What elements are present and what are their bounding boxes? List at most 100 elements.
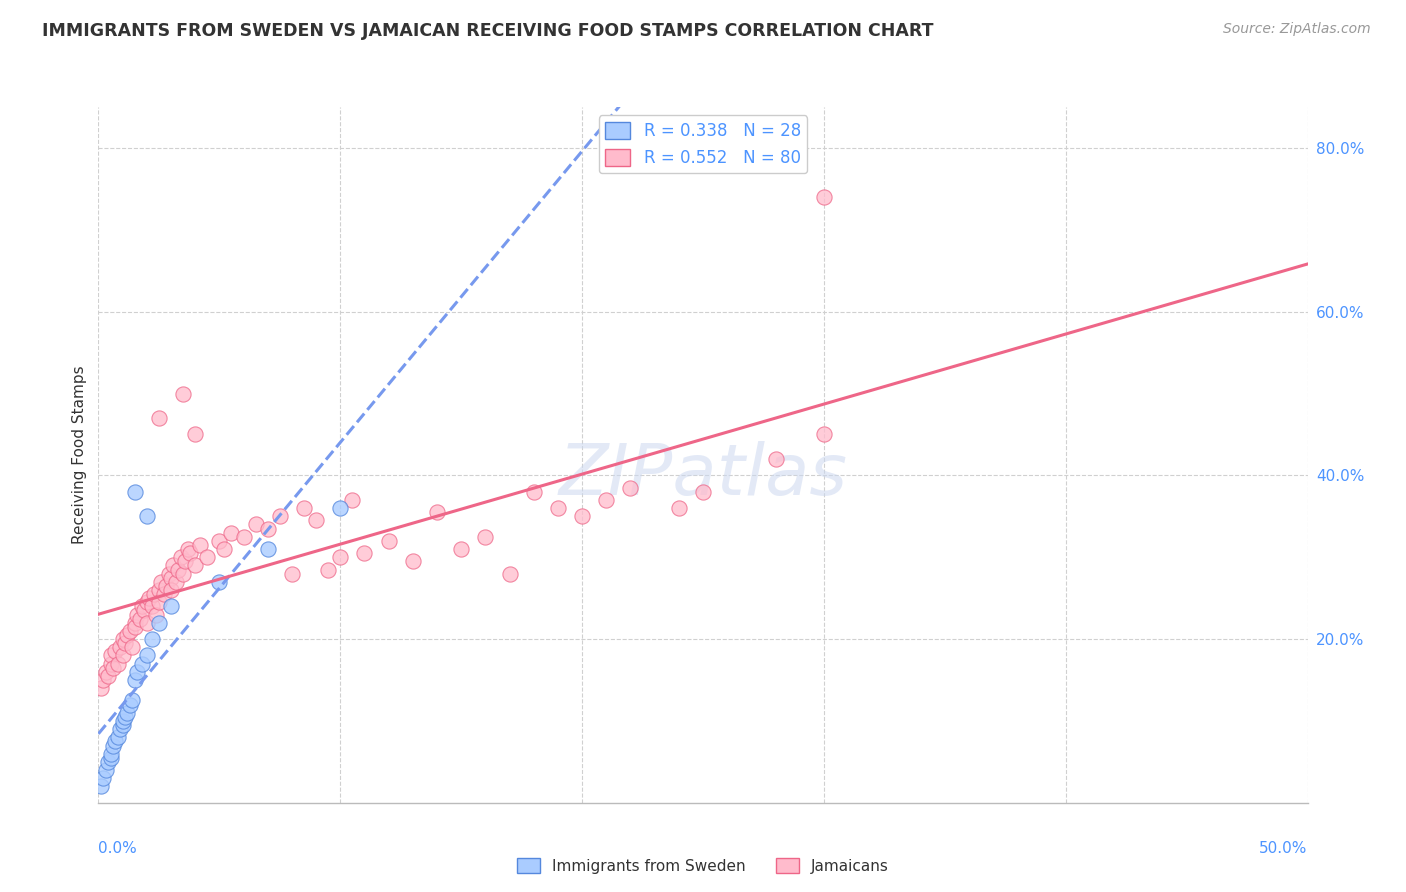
- Point: [167, 562, 190, 576]
- Point: [174, 554, 197, 568]
- Point: [135, 648, 157, 663]
- Point: [131, 657, 153, 671]
- Point: [188, 538, 211, 552]
- Point: [165, 574, 187, 589]
- Legend: R = 0.338   N = 28, R = 0.552   N = 80: R = 0.338 N = 28, R = 0.552 N = 80: [599, 115, 807, 173]
- Point: [329, 501, 352, 516]
- Point: [148, 411, 170, 425]
- Point: [450, 542, 472, 557]
- Point: [316, 562, 339, 576]
- Point: [232, 530, 254, 544]
- Point: [813, 427, 835, 442]
- Point: [184, 427, 207, 442]
- Point: [138, 591, 160, 606]
- Point: [97, 755, 120, 769]
- Point: [127, 665, 149, 679]
- Text: IMMIGRANTS FROM SWEDEN VS JAMAICAN RECEIVING FOOD STAMPS CORRELATION CHART: IMMIGRANTS FROM SWEDEN VS JAMAICAN RECEI…: [42, 22, 934, 40]
- Point: [547, 501, 569, 516]
- Point: [619, 481, 641, 495]
- Point: [256, 542, 278, 557]
- Point: [474, 530, 496, 544]
- Point: [107, 731, 129, 745]
- Y-axis label: Receiving Food Stamps: Receiving Food Stamps: [72, 366, 87, 544]
- Point: [172, 566, 194, 581]
- Point: [107, 657, 129, 671]
- Point: [765, 452, 787, 467]
- Point: [135, 615, 157, 630]
- Text: 50.0%: 50.0%: [1260, 841, 1308, 856]
- Point: [124, 673, 146, 687]
- Point: [281, 566, 304, 581]
- Point: [111, 714, 134, 728]
- Point: [179, 546, 201, 560]
- Point: [148, 615, 170, 630]
- Point: [134, 603, 156, 617]
- Point: [118, 698, 141, 712]
- Point: [101, 661, 124, 675]
- Point: [114, 710, 136, 724]
- Point: [108, 722, 131, 736]
- Point: [668, 501, 690, 516]
- Point: [292, 501, 315, 516]
- Point: [111, 632, 134, 646]
- Point: [155, 579, 177, 593]
- Point: [94, 763, 117, 777]
- Point: [208, 533, 231, 548]
- Point: [94, 665, 117, 679]
- Text: Source: ZipAtlas.com: Source: ZipAtlas.com: [1223, 22, 1371, 37]
- Point: [91, 771, 114, 785]
- Point: [221, 525, 243, 540]
- Point: [91, 673, 114, 687]
- Point: [127, 607, 149, 622]
- Point: [256, 522, 278, 536]
- Point: [245, 517, 267, 532]
- Point: [90, 681, 112, 696]
- Point: [523, 484, 546, 499]
- Point: [305, 513, 328, 527]
- Point: [160, 582, 183, 597]
- Point: [117, 628, 139, 642]
- Point: [157, 566, 180, 581]
- Point: [118, 624, 141, 638]
- Point: [143, 587, 166, 601]
- Point: [104, 734, 127, 748]
- Point: [329, 550, 352, 565]
- Text: ZIPatlas: ZIPatlas: [558, 442, 848, 510]
- Point: [813, 190, 835, 204]
- Point: [212, 542, 235, 557]
- Point: [184, 558, 207, 573]
- Point: [100, 751, 122, 765]
- Point: [124, 484, 146, 499]
- Point: [100, 648, 122, 663]
- Point: [160, 599, 183, 614]
- Point: [342, 492, 364, 507]
- Point: [148, 595, 170, 609]
- Point: [498, 566, 520, 581]
- Point: [114, 636, 136, 650]
- Point: [148, 582, 170, 597]
- Point: [353, 546, 375, 560]
- Point: [117, 706, 139, 720]
- Legend: Immigrants from Sweden, Jamaicans: Immigrants from Sweden, Jamaicans: [510, 852, 896, 880]
- Point: [169, 550, 191, 565]
- Point: [124, 620, 146, 634]
- Point: [121, 693, 143, 707]
- Point: [162, 558, 184, 573]
- Point: [108, 640, 131, 655]
- Point: [141, 632, 163, 646]
- Point: [124, 615, 146, 630]
- Point: [104, 644, 127, 658]
- Point: [111, 718, 134, 732]
- Point: [195, 550, 218, 565]
- Point: [131, 599, 153, 614]
- Point: [150, 574, 173, 589]
- Point: [135, 595, 157, 609]
- Point: [121, 640, 143, 655]
- Point: [269, 509, 291, 524]
- Point: [97, 669, 120, 683]
- Point: [172, 386, 194, 401]
- Point: [571, 509, 593, 524]
- Point: [177, 542, 200, 557]
- Point: [402, 554, 425, 568]
- Point: [208, 574, 231, 589]
